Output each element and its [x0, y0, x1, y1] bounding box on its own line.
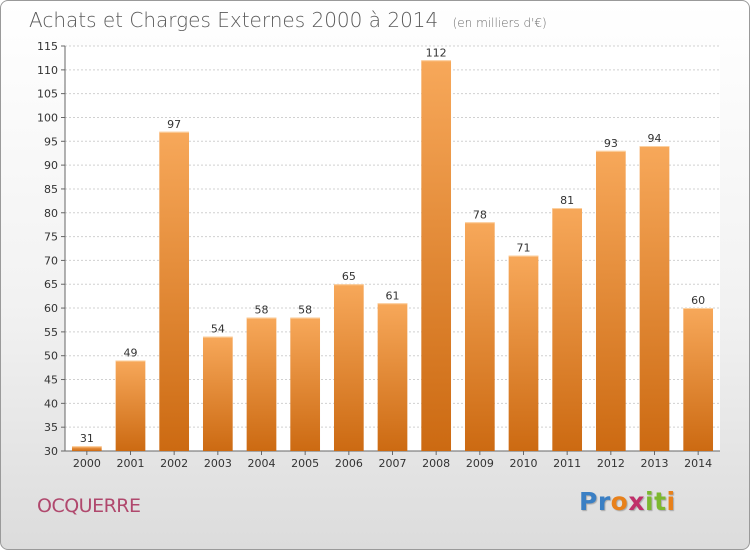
data-label: 93 — [604, 137, 618, 150]
data-label: 65 — [342, 270, 356, 283]
bar — [159, 131, 190, 451]
logo-letter: r — [597, 487, 611, 516]
data-label: 31 — [80, 432, 94, 445]
y-tick-label: 50 — [44, 350, 58, 363]
bar — [595, 150, 626, 451]
chart-subtitle: (en milliers d'€) — [452, 16, 547, 30]
commune-name: OCQUERRE — [37, 495, 141, 517]
data-label: 60 — [691, 294, 705, 307]
x-tick-label: 2004 — [248, 457, 276, 470]
logo-letter: P — [579, 487, 598, 516]
chart-title: Achats et Charges Externes 2000 à 2014 (… — [29, 8, 547, 32]
logo-letter: i — [645, 487, 655, 516]
bar — [552, 208, 583, 451]
data-label: 58 — [255, 304, 269, 317]
bar — [115, 360, 146, 451]
x-tick-label: 2000 — [73, 457, 101, 470]
bar — [639, 146, 670, 451]
data-label: 61 — [386, 289, 400, 302]
y-tick-label: 40 — [44, 397, 58, 410]
data-label: 112 — [426, 46, 447, 59]
logo-letter: o — [610, 487, 629, 516]
data-label: 58 — [298, 304, 312, 317]
x-tick-label: 2003 — [204, 457, 232, 470]
x-tick-label: 2007 — [379, 457, 407, 470]
logo-letter: i — [666, 487, 676, 516]
bar — [683, 308, 714, 451]
y-tick-label: 70 — [44, 254, 58, 267]
y-tick-label: 105 — [37, 88, 58, 101]
y-tick-label: 100 — [37, 111, 58, 124]
y-tick-label: 30 — [44, 445, 58, 458]
logo-letter: x — [628, 487, 645, 516]
y-tick-label: 80 — [44, 207, 58, 220]
bar — [508, 255, 539, 451]
x-tick-label: 2011 — [553, 457, 581, 470]
logo-letter: t — [654, 487, 667, 516]
bar — [202, 336, 233, 451]
x-tick-label: 2013 — [641, 457, 669, 470]
y-tick-label: 85 — [44, 183, 58, 196]
y-tick-label: 60 — [44, 302, 58, 315]
data-label: 78 — [473, 208, 487, 221]
y-tick-label: 90 — [44, 159, 58, 172]
x-tick-label: 2008 — [422, 457, 450, 470]
data-label: 94 — [648, 132, 662, 145]
bar — [421, 60, 452, 451]
data-label: 71 — [517, 242, 531, 255]
chart-title-text: Achats et Charges Externes 2000 à 2014 — [29, 8, 439, 32]
bar — [290, 317, 321, 451]
bar — [333, 284, 364, 451]
x-tick-label: 2009 — [466, 457, 494, 470]
y-tick-label: 55 — [44, 326, 58, 339]
bar — [246, 317, 277, 451]
y-tick-label: 95 — [44, 135, 58, 148]
y-tick-label: 45 — [44, 374, 58, 387]
bar — [464, 222, 495, 451]
y-tick-label: 65 — [44, 278, 58, 291]
bar — [71, 446, 102, 451]
data-label: 81 — [560, 194, 574, 207]
x-tick-label: 2010 — [510, 457, 538, 470]
y-tick-label: 115 — [37, 40, 58, 53]
x-tick-label: 2012 — [597, 457, 625, 470]
data-label: 49 — [124, 346, 138, 359]
x-tick-label: 2014 — [684, 457, 712, 470]
y-tick-label: 35 — [44, 421, 58, 434]
x-tick-label: 2002 — [160, 457, 188, 470]
x-tick-label: 2005 — [291, 457, 319, 470]
x-tick-label: 2006 — [335, 457, 363, 470]
proxiti-logo: Proxiti — [579, 487, 676, 516]
bar — [377, 303, 408, 451]
y-tick-label: 110 — [37, 64, 58, 77]
data-label: 97 — [167, 118, 181, 131]
x-tick-label: 2001 — [117, 457, 145, 470]
data-label: 54 — [211, 323, 225, 336]
y-tick-label: 75 — [44, 231, 58, 244]
